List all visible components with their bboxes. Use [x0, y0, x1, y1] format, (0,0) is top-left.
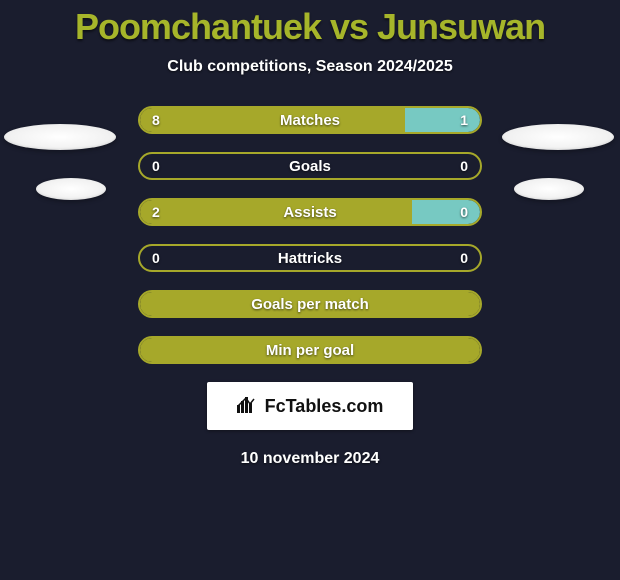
stat-row: Matches81	[138, 106, 482, 134]
stat-row: Min per goal	[138, 336, 482, 364]
stat-row: Hattricks0 0	[138, 244, 482, 272]
logo: FcTables.com	[237, 395, 384, 418]
barchart-icon	[237, 395, 259, 418]
avatar-ellipse	[502, 124, 614, 150]
stat-row: Assists20	[138, 198, 482, 226]
stat-label: Goals	[140, 154, 480, 178]
avatar-ellipse	[514, 178, 584, 200]
stat-value-right: 0	[460, 154, 468, 178]
stats-container: Matches81Goals00Assists20Hattricks00Goal…	[138, 106, 482, 364]
stat-value-left: 0	[152, 154, 160, 178]
bar-left	[140, 200, 412, 224]
avatar-ellipse	[36, 178, 106, 200]
page-title: Poomchantuek vs Junsuwan	[0, 0, 620, 48]
bar-right	[412, 200, 480, 224]
avatar-ellipse	[4, 124, 116, 150]
stat-value-left: 0	[152, 246, 160, 270]
stat-row: Goals0 0	[138, 152, 482, 180]
bar-right	[405, 108, 480, 132]
bar-left	[140, 338, 480, 362]
logo-text: FcTables.com	[265, 396, 384, 417]
bar-left	[140, 292, 480, 316]
date-text: 10 november 2024	[0, 450, 620, 468]
stat-label: Hattricks	[140, 246, 480, 270]
stat-value-right: 0	[460, 246, 468, 270]
logo-box: FcTables.com	[207, 382, 413, 430]
subtitle: Club competitions, Season 2024/2025	[0, 58, 620, 76]
bar-left	[140, 108, 405, 132]
stat-row: Goals per match	[138, 290, 482, 318]
